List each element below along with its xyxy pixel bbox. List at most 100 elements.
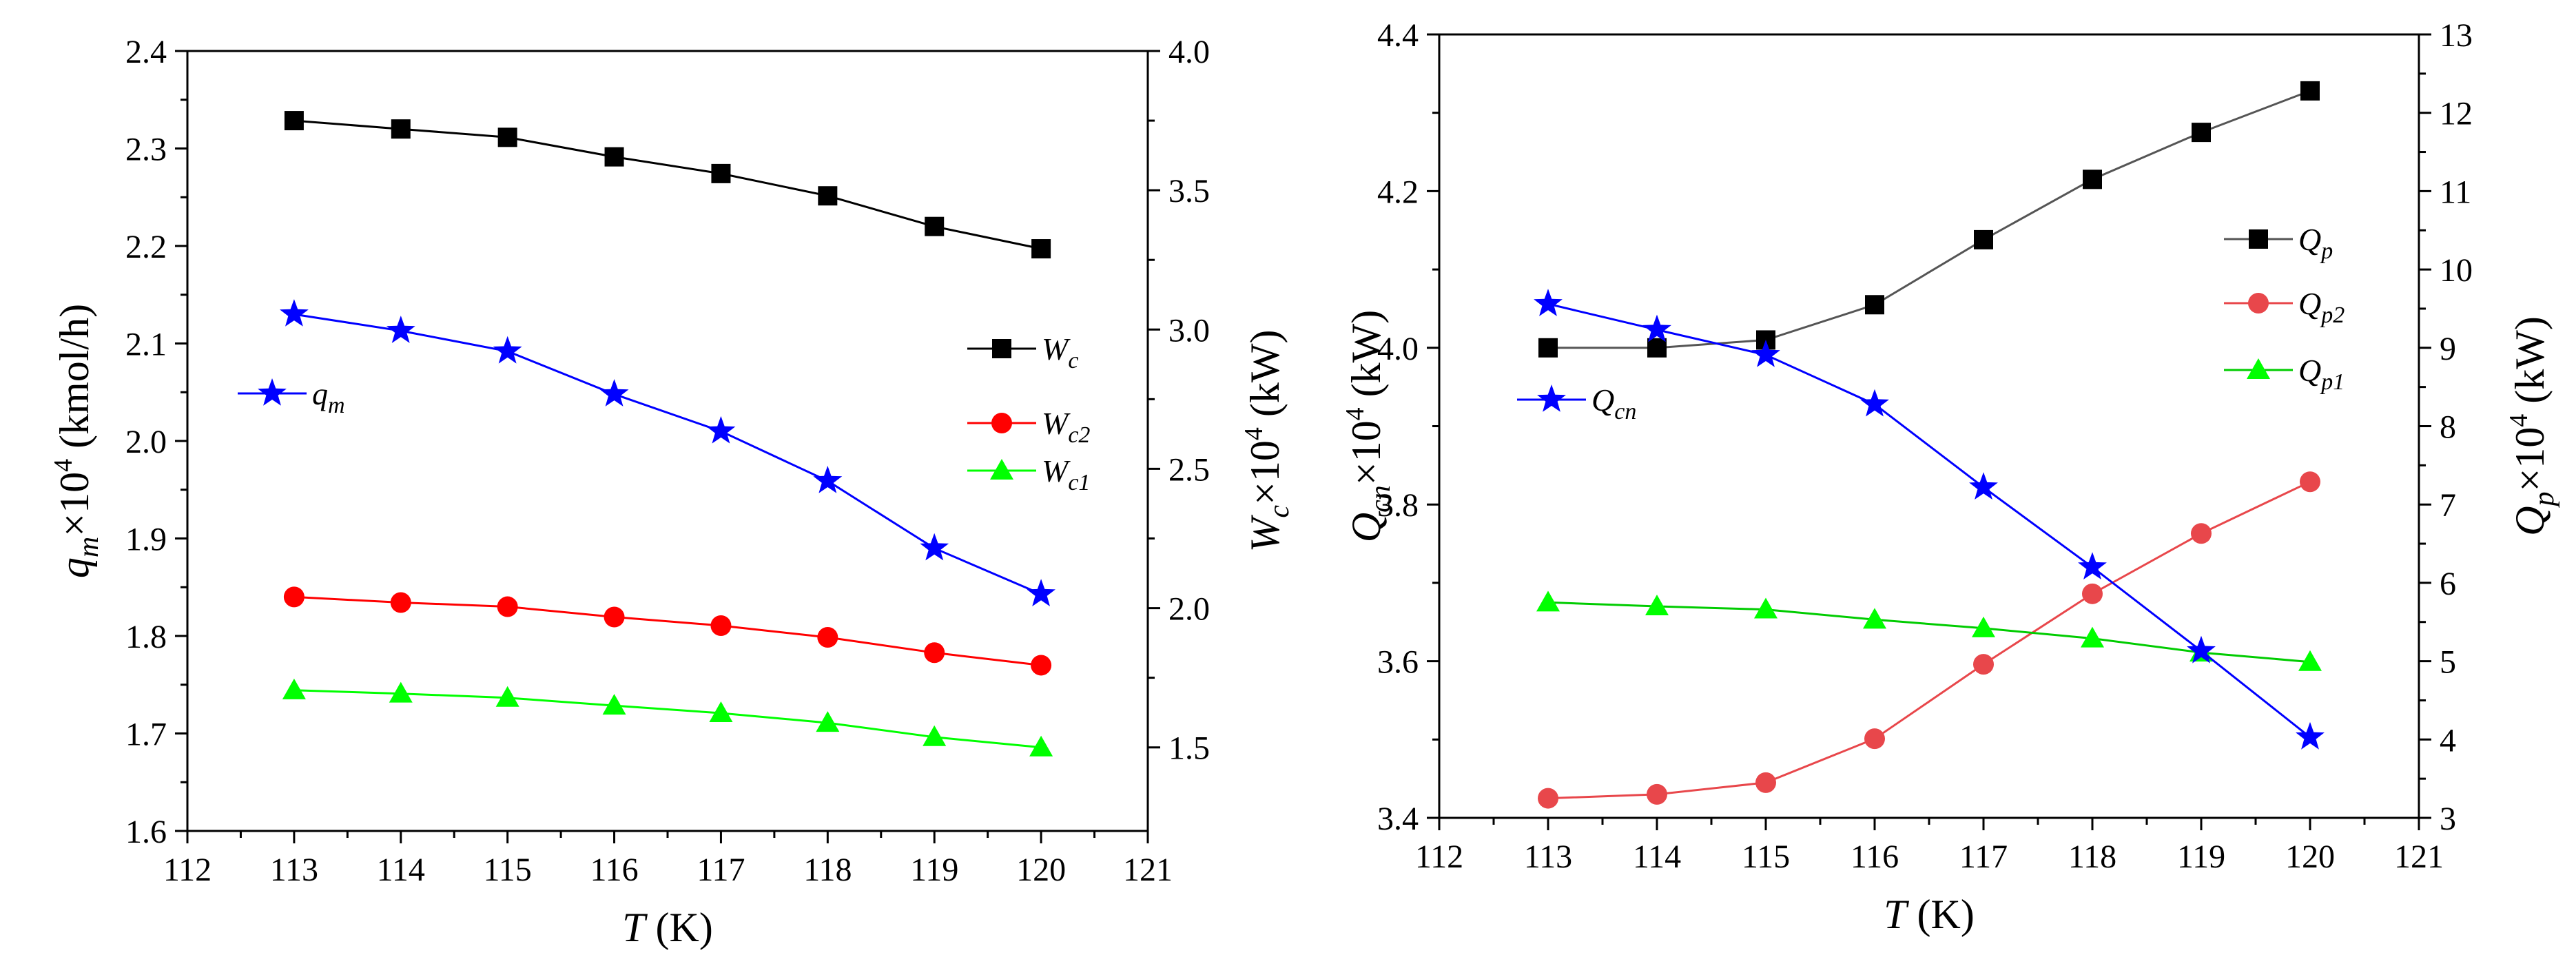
x-tick-label: 115 — [1742, 839, 1790, 875]
y-left-axis-label: Qcn×104 (kW) — [1341, 310, 1397, 542]
y-left-axis-label: qm×104 (kmol/h) — [49, 304, 105, 578]
data-point — [2300, 81, 2320, 101]
series-line — [1547, 302, 2311, 739]
label-part: Q — [2298, 286, 2321, 321]
x-tick-label: 117 — [1959, 839, 2008, 875]
legend-entry-w-c1: Wc1 — [967, 453, 1090, 495]
data-point — [2191, 523, 2212, 544]
y-right-tick-label: 12 — [2440, 96, 2473, 132]
y-left-tick-label: 2.3 — [125, 132, 167, 168]
data-point — [495, 686, 519, 707]
label-part: (kW) — [1242, 329, 1288, 427]
data-point — [1031, 655, 1052, 676]
y-right-tick-label: 2.5 — [1168, 451, 1210, 488]
label-part: cn — [1614, 399, 1636, 424]
y-left-tick-label: 3.8 — [1377, 487, 1419, 524]
series-w-c — [284, 111, 1051, 259]
series-line — [1547, 480, 2311, 800]
data-point — [1754, 597, 1778, 619]
x-tick-label: 117 — [697, 852, 745, 888]
legend-entry-q-p1: Qp1 — [2224, 353, 2345, 395]
x-tick-label: 113 — [1524, 839, 1572, 875]
y-right-tick-label: 2.0 — [1168, 591, 1210, 628]
data-point — [1863, 608, 1886, 629]
legend-label: Wc2 — [1042, 406, 1090, 448]
x-tick-label: 119 — [2177, 839, 2225, 875]
data-point — [818, 186, 838, 206]
data-point — [1751, 340, 1780, 367]
y-left-tick-label: 4.2 — [1377, 174, 1419, 210]
label-part: p1 — [2320, 369, 2345, 395]
data-point — [1534, 289, 1563, 316]
data-point — [391, 119, 411, 139]
data-point — [925, 216, 945, 236]
data-point — [1974, 229, 1993, 249]
label-part: c2 — [1068, 422, 1090, 448]
x-tick-label: 116 — [1851, 839, 1899, 875]
legend-entry-w-c: Wc — [967, 331, 1078, 373]
data-point — [497, 127, 517, 147]
y-left-tick-label: 4.0 — [1377, 331, 1419, 367]
label-part: Q — [1343, 513, 1389, 542]
data-point — [813, 466, 843, 493]
x-tick-label: 114 — [377, 852, 425, 888]
data-point — [604, 606, 625, 628]
data-point — [709, 701, 733, 722]
label-part: c — [1264, 505, 1295, 518]
y-left-tick-label: 1.6 — [125, 814, 167, 850]
label-part: p — [2320, 238, 2333, 264]
data-point — [1972, 616, 1995, 637]
series-line — [293, 689, 1042, 749]
data-point — [284, 111, 304, 131]
legend-entry-q-p2: Qp2 — [2224, 286, 2345, 328]
series-line — [293, 313, 1042, 595]
label-part: W — [1242, 515, 1288, 553]
series-q-m — [280, 299, 1055, 606]
plot-frame — [186, 50, 1149, 832]
label-part: m — [73, 537, 105, 557]
y-right-tick-label: 11 — [2440, 174, 2471, 210]
data-point — [1027, 579, 1055, 606]
x-tick-label: 121 — [2394, 839, 2444, 875]
chart-2: 112 113 114 115 116 117 118 119 120 1213.43.63.84… — [1341, 17, 2560, 937]
legend-marker — [258, 378, 287, 406]
data-point — [1973, 654, 1994, 675]
data-point — [816, 711, 840, 732]
label-part: (kW) — [1343, 310, 1389, 408]
label-part: T — [1884, 892, 1909, 937]
label-part: (K) — [646, 905, 713, 950]
label-part: 4 — [2504, 414, 2533, 427]
label-part: Q — [1591, 382, 1614, 418]
series-line — [1547, 601, 2311, 664]
legend-marker — [2247, 358, 2270, 379]
y-right-tick-label: 3.5 — [1168, 173, 1210, 209]
x-tick-label: 120 — [1016, 852, 1066, 888]
series-q-p — [1538, 81, 2320, 358]
data-point — [283, 586, 305, 608]
data-point — [2187, 635, 2216, 664]
data-point — [386, 316, 415, 343]
x-tick-label: 121 — [1123, 852, 1173, 888]
data-point — [710, 615, 732, 637]
y-right-tick-label: 1.5 — [1168, 730, 1210, 767]
data-point — [923, 725, 947, 746]
label-part: c1 — [1068, 470, 1090, 495]
x-axis-label: T (K) — [622, 905, 713, 950]
y-right-tick-label: 4 — [2440, 722, 2456, 759]
data-point — [599, 379, 629, 407]
label-part: m — [328, 393, 345, 418]
data-point — [1865, 295, 1884, 315]
data-point — [602, 694, 626, 715]
label-part: (kmol/h) — [52, 304, 97, 459]
data-point — [711, 163, 731, 183]
data-point — [2082, 583, 2103, 604]
legend-label: qm — [312, 376, 345, 418]
label-part: 4 — [49, 459, 78, 472]
y-left-tick-label: 3.6 — [1377, 644, 1419, 681]
data-point — [604, 147, 624, 167]
data-point — [706, 415, 736, 444]
y-left-tick-label: 2.0 — [125, 424, 167, 460]
y-right-tick-label: 4.0 — [1168, 34, 1210, 70]
